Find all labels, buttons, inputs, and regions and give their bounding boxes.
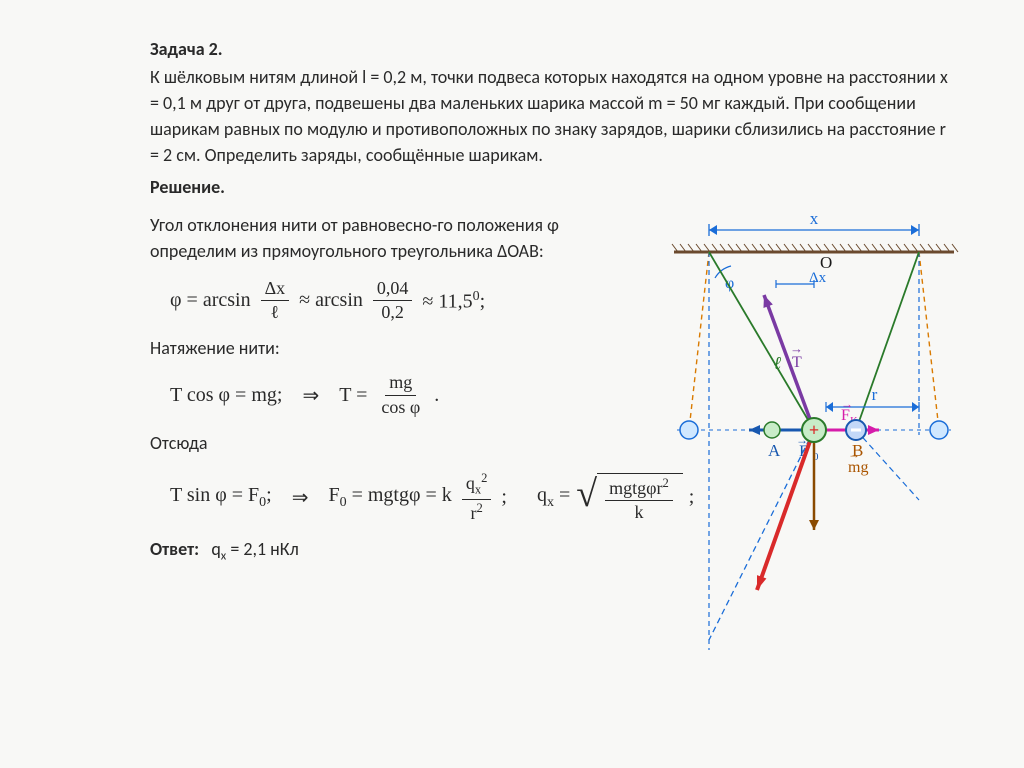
eq-T-left: T cos φ = mg; xyxy=(170,384,282,407)
paragraph-1: Угол отклонения нити от равновесно-го по… xyxy=(150,212,580,264)
frac-qx2-r2: qx2 r2 xyxy=(462,472,492,524)
svg-text:+: + xyxy=(809,420,819,440)
eq-phi-mid: ≈ arcsin xyxy=(299,289,363,312)
svg-text:φ: φ xyxy=(725,275,734,292)
diagram-svg: xOΔxφℓrT→FК→F0→mg→+−AB xyxy=(654,210,974,660)
svg-text:x: x xyxy=(810,210,819,228)
svg-text:T: T xyxy=(792,354,802,371)
problem-title: Задача 2. xyxy=(150,38,964,60)
svg-text:mg: mg xyxy=(848,459,868,476)
svg-text:B: B xyxy=(852,441,863,460)
solution-label: Решение. xyxy=(150,176,964,198)
eq-F0-left: T sin φ = F0; xyxy=(170,484,272,511)
frac-004-02: 0,04 0,2 xyxy=(373,279,413,324)
answer-value: qx = 2,1 нКл xyxy=(211,538,298,560)
svg-text:→: → xyxy=(790,341,803,356)
arrow-implies-2: ⇒ xyxy=(292,485,309,510)
svg-text:A: A xyxy=(768,441,781,460)
answer-label: Ответ: xyxy=(150,538,199,560)
eq-T-eq: T = xyxy=(339,384,367,407)
physics-diagram: xOΔxφℓrT→FК→F0→mg→+−AB xyxy=(654,210,974,660)
frac-mg-cosphi: mg cos φ xyxy=(377,373,424,418)
page: Задача 2. К шёлковым нитям длиной l = 0,… xyxy=(0,0,1024,768)
svg-text:ℓ: ℓ xyxy=(774,353,782,373)
eq-phi-lhs: φ = arcsin xyxy=(170,289,251,312)
eq-qx: qx = xyxy=(537,484,570,511)
eq-phi-rhs: ≈ 11,50; xyxy=(422,289,485,314)
problem-statement: К шёлковым нитям длиной l = 0,2 м, точки… xyxy=(150,64,950,168)
svg-text:r: r xyxy=(872,385,878,404)
frac-dx-l: Δx ℓ xyxy=(261,279,290,324)
svg-text:→: → xyxy=(841,397,853,411)
arrow-implies-1: ⇒ xyxy=(302,383,319,408)
eq-F0-body: F0 = mgtgφ = k xyxy=(328,484,451,511)
svg-text:Δx: Δx xyxy=(809,270,827,286)
